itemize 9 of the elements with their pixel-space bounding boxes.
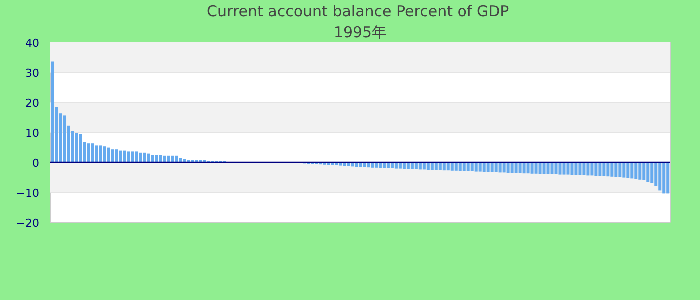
y-tick-label: −10 — [16, 187, 40, 200]
y-tick-label: 30 — [26, 67, 40, 80]
chart-subtitle: 1995年 — [334, 24, 388, 42]
y-tick-label: 20 — [26, 97, 40, 110]
y-tick-label: −20 — [16, 217, 40, 230]
y-tick-label: 0 — [32, 157, 40, 170]
chart-title: Current account balance Percent of GDP — [207, 2, 510, 20]
y-tick-label: 40 — [26, 37, 40, 50]
y-tick-label: 10 — [26, 127, 40, 140]
